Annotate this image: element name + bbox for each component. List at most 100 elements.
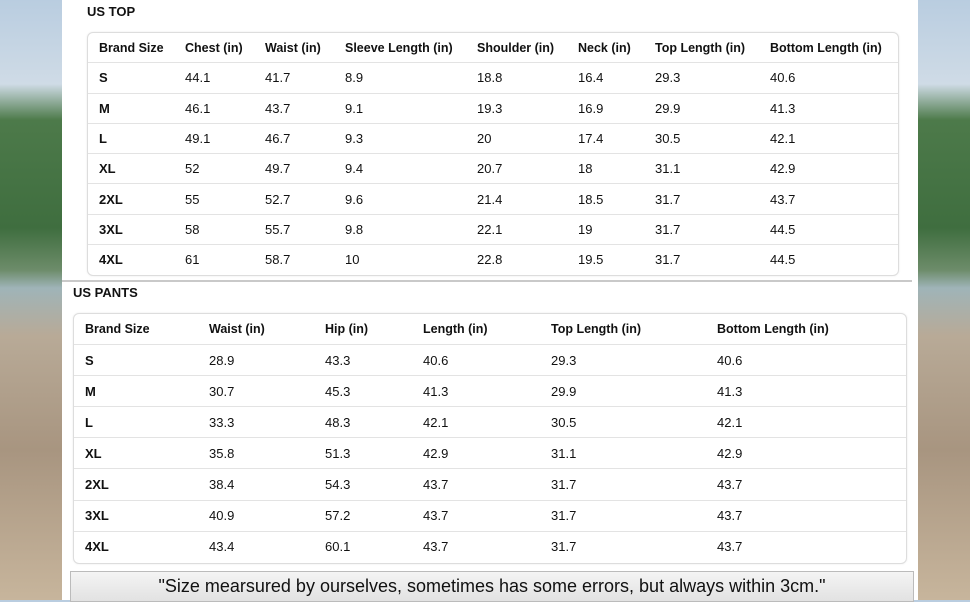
measurement-cell: 29.9 [551,383,577,399]
measurement-note: "Size mearsured by ourselves, sometimes … [70,571,914,602]
measurement-cell: 48.3 [325,414,351,430]
size-cell: XL [85,445,102,461]
measurement-cell: 51.3 [325,445,351,461]
measurement-cell: 49.7 [265,161,291,177]
measurement-cell: 41.3 [423,383,449,399]
size-cell: M [85,383,96,399]
measurement-cell: 29.3 [655,70,681,86]
measurement-cell: 31.7 [551,539,577,555]
measurement-cell: 40.9 [209,508,235,524]
measurement-cell: 42.1 [770,131,796,147]
column-header: Top Length (in) [655,40,746,55]
measurement-cell: 43.7 [770,191,796,207]
us-pants-title: US PANTS [73,285,138,300]
measurement-cell: 43.7 [265,100,291,116]
measurement-cell: 29.3 [551,352,577,368]
column-header: Bottom Length (in) [770,40,882,55]
measurement-cell: 22.8 [477,252,503,268]
table-row: XL 52 49.7 9.4 20.7 18 31.1 42.9 [88,154,898,185]
measurement-cell: 35.8 [209,445,235,461]
measurement-cell: 18.5 [578,191,604,207]
column-header: Waist (in) [209,322,265,337]
measurement-cell: 41.7 [265,70,291,86]
size-cell: S [85,352,94,368]
column-header: Top Length (in) [551,322,642,337]
measurement-cell: 61 [185,252,200,268]
measurement-cell: 40.6 [423,352,449,368]
measurement-cell: 17.4 [578,131,604,147]
measurement-cell: 9.8 [345,221,364,237]
size-cell: 4XL [99,252,123,268]
measurement-cell: 19 [578,221,593,237]
measurement-cell: 8.9 [345,70,364,86]
us-pants-table: Brand Size Waist (in) Hip (in) Length (in) T… [73,313,907,564]
section-divider [62,280,912,282]
measurement-cell: 19.5 [578,252,604,268]
measurement-cell: 42.1 [423,414,449,430]
measurement-cell: 54.3 [325,477,351,493]
measurement-cell: 38.4 [209,477,235,493]
table-row: S 44.1 41.7 8.9 18.8 16.4 29.3 40.6 [88,63,898,94]
measurement-cell: 52 [185,161,200,177]
beach-background-right [918,0,970,600]
measurement-cell: 57.2 [325,508,351,524]
measurement-cell: 44.5 [770,252,796,268]
measurement-cell: 42.9 [717,445,743,461]
measurement-cell: 19.3 [477,100,503,116]
measurement-cell: 42.9 [770,161,796,177]
measurement-cell: 31.7 [655,221,681,237]
measurement-cell: 31.1 [551,445,577,461]
measurement-cell: 41.3 [717,383,743,399]
measurement-cell: 43.7 [717,477,743,493]
measurement-cell: 31.7 [655,252,681,268]
measurement-cell: 60.1 [325,539,351,555]
measurement-cell: 40.6 [717,352,743,368]
measurement-cell: 18 [578,161,593,177]
measurement-cell: 31.7 [655,191,681,207]
measurement-cell: 31.1 [655,161,681,177]
table-row: L 49.1 46.7 9.3 20 17.4 30.5 42.1 [88,124,898,155]
size-cell: 2XL [85,477,109,493]
measurement-cell: 10 [345,252,360,268]
measurement-cell: 43.7 [717,539,743,555]
column-header: Sleeve Length (in) [345,40,453,55]
size-cell: L [99,131,107,147]
measurement-cell: 20.7 [477,161,503,177]
measurement-cell: 55 [185,191,200,207]
table-row: 3XL 40.9 57.2 43.7 31.7 43.7 [74,501,906,532]
measurement-cell: 30.5 [655,131,681,147]
measurement-cell: 30.7 [209,383,235,399]
table-row: XL 35.8 51.3 42.9 31.1 42.9 [74,438,906,470]
column-header: Neck (in) [578,40,631,55]
measurement-cell: 9.4 [345,161,364,177]
table-header-row: Brand Size Chest (in) Waist (in) Sleeve Len… [88,33,898,64]
measurement-cell: 46.1 [185,100,211,116]
measurement-cell: 44.1 [185,70,211,86]
measurement-cell: 16.4 [578,70,604,86]
measurement-cell: 40.6 [770,70,796,86]
measurement-cell: 43.3 [325,352,351,368]
measurement-cell: 41.3 [770,100,796,116]
measurement-cell: 52.7 [265,191,291,207]
measurement-cell: 43.7 [423,477,449,493]
size-cell: L [85,414,93,430]
column-header: Hip (in) [325,322,369,337]
measurement-cell: 20 [477,131,492,147]
table-row: 2XL 55 52.7 9.6 21.4 18.5 31.7 43.7 [88,185,898,215]
measurement-cell: 9.6 [345,191,364,207]
size-cell: 4XL [85,539,109,555]
column-header: Brand Size [99,40,164,55]
measurement-cell: 31.7 [551,508,577,524]
size-cell: M [99,100,110,116]
column-header: Bottom Length (in) [717,322,829,337]
measurement-cell: 18.8 [477,70,503,86]
table-header-row: Brand Size Waist (in) Hip (in) Length (in) T… [74,314,906,346]
measurement-cell: 21.4 [477,191,503,207]
measurement-cell: 30.5 [551,414,577,430]
measurement-cell: 55.7 [265,221,291,237]
measurement-cell: 58 [185,221,200,237]
size-cell: XL [99,161,116,177]
us-top-table: Brand Size Chest (in) Waist (in) Sleeve Len… [87,32,899,276]
table-row: 3XL 58 55.7 9.8 22.1 19 31.7 44.5 [88,215,898,246]
size-cell: 3XL [85,508,109,524]
